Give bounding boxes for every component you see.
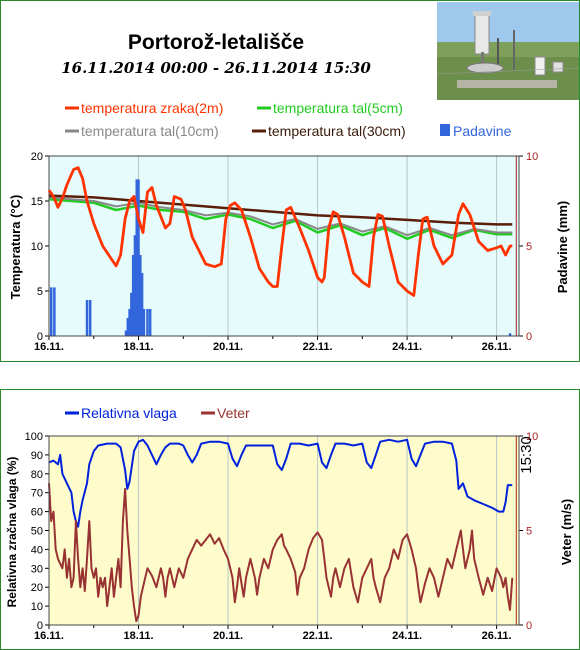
chart2-time-label: 15:30 — [518, 436, 535, 474]
chart2-x-tick-label: 16.11. — [34, 630, 64, 642]
chart2-y-tick-label: 50 — [31, 526, 43, 538]
chart1-ylabel: Temperatura (°C) — [8, 195, 23, 300]
chart1-series-air-line — [47, 166, 513, 297]
chart2-y-tick-label: 60 — [31, 507, 43, 519]
humidity-wind-panel: 16.11. 18.11. 20.11. 22.11. 24.11. 26.11. 0 10 2… — [0, 389, 580, 650]
chart2-y-tick-label: 70 — [31, 488, 43, 500]
chart1-y-tick-label: 0 — [37, 331, 43, 343]
legend-soil5-label: temperatura tal(5cm) — [273, 100, 403, 116]
chart2-frame — [48, 435, 520, 626]
chart1-rain-bar — [140, 273, 144, 336]
chart2-y-tick-label: 0 — [37, 620, 43, 632]
legend-rain-label: Padavine — [453, 123, 512, 139]
temperature-panel: Portorož-letališče 16.11.2014 00:00 - 26… — [0, 0, 580, 362]
chart1-rain-bar — [135, 179, 138, 336]
chart1-rain-bar — [139, 255, 142, 336]
chart1-y2-tick-label: 10 — [526, 151, 538, 163]
chart2-y-tick-label: 40 — [31, 544, 43, 556]
chart1-y-tick-label: 15 — [31, 196, 43, 208]
chart2-y-tick-label: 90 — [31, 450, 43, 462]
chart2-y2-tick-label: 10 — [526, 431, 538, 443]
chart1-x-tick-label: 16.11. — [34, 341, 64, 353]
chart2-x-tick-label: 24.11. — [392, 630, 422, 642]
chart2-legend: Relativna vlaga Veter — [65, 405, 250, 421]
chart1-rain-bar — [88, 300, 92, 336]
legend-rain-swatch — [440, 124, 450, 136]
chart2-y-tick-label: 20 — [31, 582, 43, 594]
chart2-x-tick-label: 22.11. — [303, 630, 333, 642]
chart1-rain-bar — [133, 235, 137, 336]
chart1-x-tick-label: 20.11. — [213, 341, 243, 353]
chart1-y2-tick-label: 5 — [526, 241, 532, 253]
legend-air-label: temperatura zraka(2m) — [81, 100, 223, 116]
chart1-rain-bar — [124, 330, 128, 336]
chart1-legend: temperatura zraka(2m) temperatura tal(5c… — [65, 100, 512, 139]
chart1-frame — [48, 155, 520, 337]
chart1-rain-bar — [131, 255, 135, 336]
chart1-rain-bar — [53, 287, 56, 336]
chart1-y2label: Padavine (mm) — [555, 201, 570, 293]
chart1-y-tick-label: 5 — [37, 286, 43, 298]
chart1-x-tick-label: 26.11. — [482, 341, 512, 353]
chart2-y-tick-label: 80 — [31, 469, 43, 481]
station-title: Portorož-letališče — [127, 31, 305, 54]
chart2-y-tick-label: 30 — [31, 563, 43, 575]
chart1-rain-bar — [148, 309, 152, 336]
legend-wind-label: Veter — [217, 405, 250, 421]
chart1-rain-bar — [146, 309, 149, 336]
chart1-plot-area — [48, 155, 520, 337]
station-photo — [437, 2, 579, 100]
chart2-x-tick-label: 20.11. — [213, 630, 243, 642]
chart1-x-tick-label: 24.11. — [392, 341, 422, 353]
chart1-rain-bar — [49, 287, 53, 336]
chart2-x-tick-label: 18.11. — [124, 630, 154, 642]
legend-soil10-label: temperatura tal(10cm) — [81, 123, 219, 139]
chart1-rain-bar — [85, 300, 89, 336]
chart1-rain-bar — [137, 179, 140, 336]
chart2-y-tick-label: 10 — [31, 601, 43, 613]
chart1-rain-bar — [128, 309, 131, 336]
chart1-rain-bar — [508, 333, 512, 336]
chart2-x-tick-label: 26.11. — [482, 630, 512, 642]
chart1-rain-bar — [130, 292, 133, 336]
temperature-chart: 16.11. 18.11. 20.11. 22.11. 24.11. 26.11. 0 5 10… — [8, 100, 570, 353]
chart2-y2-tick-label: 5 — [526, 526, 532, 538]
chart1-y-tick-label: 20 — [31, 151, 43, 163]
chart1-y-tick-label: 10 — [31, 241, 43, 253]
legend-humidity-label: Relativna vlaga — [81, 405, 177, 421]
chart2-ylabel: Relativna zračna vlaga (%) — [5, 457, 19, 608]
chart2-series-wind-line — [48, 483, 514, 623]
chart2-series-humidity-line — [48, 438, 513, 528]
period-subtitle: 16.11.2014 00:00 - 26.11.2014 15:30 — [61, 59, 371, 77]
legend-soil30-label: temperatura tal(30cm) — [268, 123, 406, 139]
chart1-x-tick-label: 18.11. — [124, 341, 154, 353]
chart1-y2-tick-label: 0 — [526, 331, 532, 343]
chart1-x-tick-label: 22.11. — [303, 341, 333, 353]
chart1-rain-bar — [142, 309, 146, 336]
chart2-y2label: Veter (m/s) — [559, 499, 574, 565]
humidity-wind-chart: 16.11. 18.11. 20.11. 22.11. 24.11. 26.11. 0 10 2… — [5, 405, 574, 642]
chart2-y-tick-label: 100 — [25, 431, 43, 443]
chart2-y2-tick-label: 0 — [526, 620, 532, 632]
chart1-rain-bar — [126, 318, 130, 336]
